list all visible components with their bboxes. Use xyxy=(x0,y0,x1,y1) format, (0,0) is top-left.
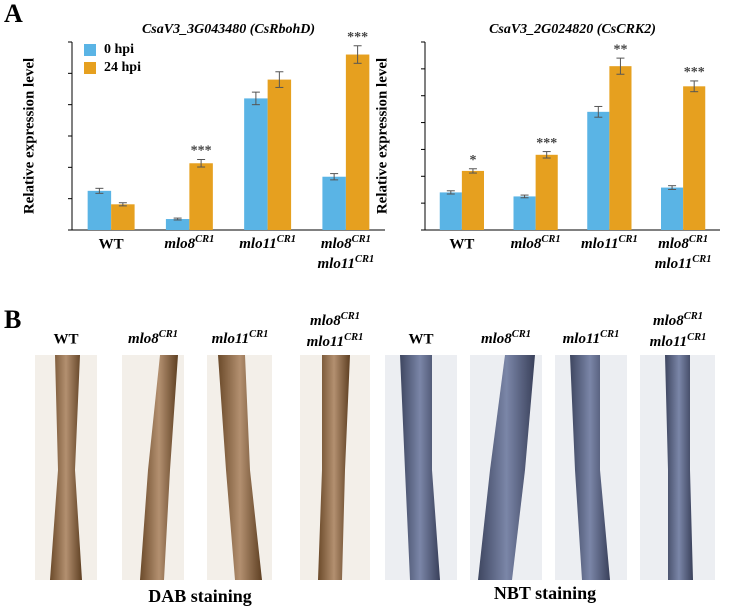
legend-label: 0 hpi xyxy=(104,42,134,57)
stem xyxy=(318,355,350,580)
legend-label: 24 hpi xyxy=(104,60,141,75)
bar xyxy=(189,163,213,230)
photo-label: mlo8CR1 xyxy=(128,329,178,348)
legend-swatch xyxy=(84,44,96,56)
x-tick-label: WT xyxy=(449,236,474,252)
error-bar xyxy=(353,45,362,64)
chart-title: CsaV3_2G024820 (CsCRK2) xyxy=(489,22,656,37)
error-bar xyxy=(594,105,603,118)
bar xyxy=(683,86,706,230)
bar xyxy=(661,187,684,230)
stem xyxy=(140,355,178,580)
chart-title: CsaV3_3G043480 (CsRbohD) xyxy=(142,22,315,37)
stem xyxy=(400,355,440,580)
panel-label: A xyxy=(4,0,23,28)
bar xyxy=(513,196,536,230)
y-axis-label: Relative expression level xyxy=(374,58,390,214)
x-tick-label: mlo11CR1 xyxy=(581,234,638,253)
bar xyxy=(609,66,632,231)
error-bar xyxy=(118,202,127,207)
photo-label: mlo11CR1 xyxy=(307,332,364,351)
stem xyxy=(478,355,535,580)
x-tick-label: mlo8CR1 xyxy=(164,234,214,253)
error-bar xyxy=(468,168,477,174)
bar xyxy=(322,176,346,230)
x-tick-label: mlo11CR1 xyxy=(317,254,374,273)
error-bar xyxy=(197,159,206,168)
x-tick-label: mlo11CR1 xyxy=(239,234,296,253)
error-bar xyxy=(520,194,529,199)
x-tick-label: WT xyxy=(99,236,124,252)
legend-swatch xyxy=(84,62,96,74)
error-bar xyxy=(95,187,104,194)
stem xyxy=(50,355,82,580)
significance: *** xyxy=(347,30,368,45)
error-bar xyxy=(690,80,699,93)
bar xyxy=(439,192,462,230)
bar xyxy=(87,190,112,230)
error-bar xyxy=(330,173,339,181)
panel-label: B xyxy=(4,305,21,334)
bar xyxy=(267,79,292,230)
photo-label: WT xyxy=(408,331,433,347)
photo-label: mlo8CR1 xyxy=(310,311,360,330)
significance: ** xyxy=(613,42,627,57)
error-bar xyxy=(616,57,625,75)
error-bar xyxy=(173,217,182,221)
stem xyxy=(570,355,610,580)
y-axis-label: Relative expression level xyxy=(21,58,37,214)
bar xyxy=(345,54,370,231)
photo-label: WT xyxy=(53,331,78,347)
significance: *** xyxy=(536,136,557,151)
error-bar xyxy=(251,91,260,106)
significance: *** xyxy=(191,144,212,159)
significance: *** xyxy=(684,65,705,80)
caption: NBT staining xyxy=(494,583,596,603)
x-tick-label: mlo8CR1 xyxy=(511,234,561,253)
significance: * xyxy=(469,153,476,168)
x-tick-label: mlo11CR1 xyxy=(655,254,712,273)
stem xyxy=(218,355,262,580)
bar xyxy=(587,111,610,230)
photo-label: mlo8CR1 xyxy=(653,311,703,330)
photo-label: mlo11CR1 xyxy=(650,332,707,351)
x-tick-label: mlo8CR1 xyxy=(321,234,371,253)
photo-label: mlo11CR1 xyxy=(563,329,620,348)
bar xyxy=(165,219,190,230)
error-bar xyxy=(275,71,284,88)
error-bar xyxy=(668,185,677,190)
photos xyxy=(35,355,715,580)
error-bar xyxy=(542,151,551,159)
error-bar xyxy=(446,190,455,195)
bar xyxy=(244,98,268,231)
bar xyxy=(461,170,484,230)
bar xyxy=(535,154,558,230)
photo-label: mlo8CR1 xyxy=(481,329,531,348)
photo-label: mlo11CR1 xyxy=(212,329,269,348)
x-tick-label: mlo8CR1 xyxy=(658,234,708,253)
caption: DAB staining xyxy=(148,586,252,606)
stem xyxy=(665,355,693,580)
bar xyxy=(111,204,135,230)
